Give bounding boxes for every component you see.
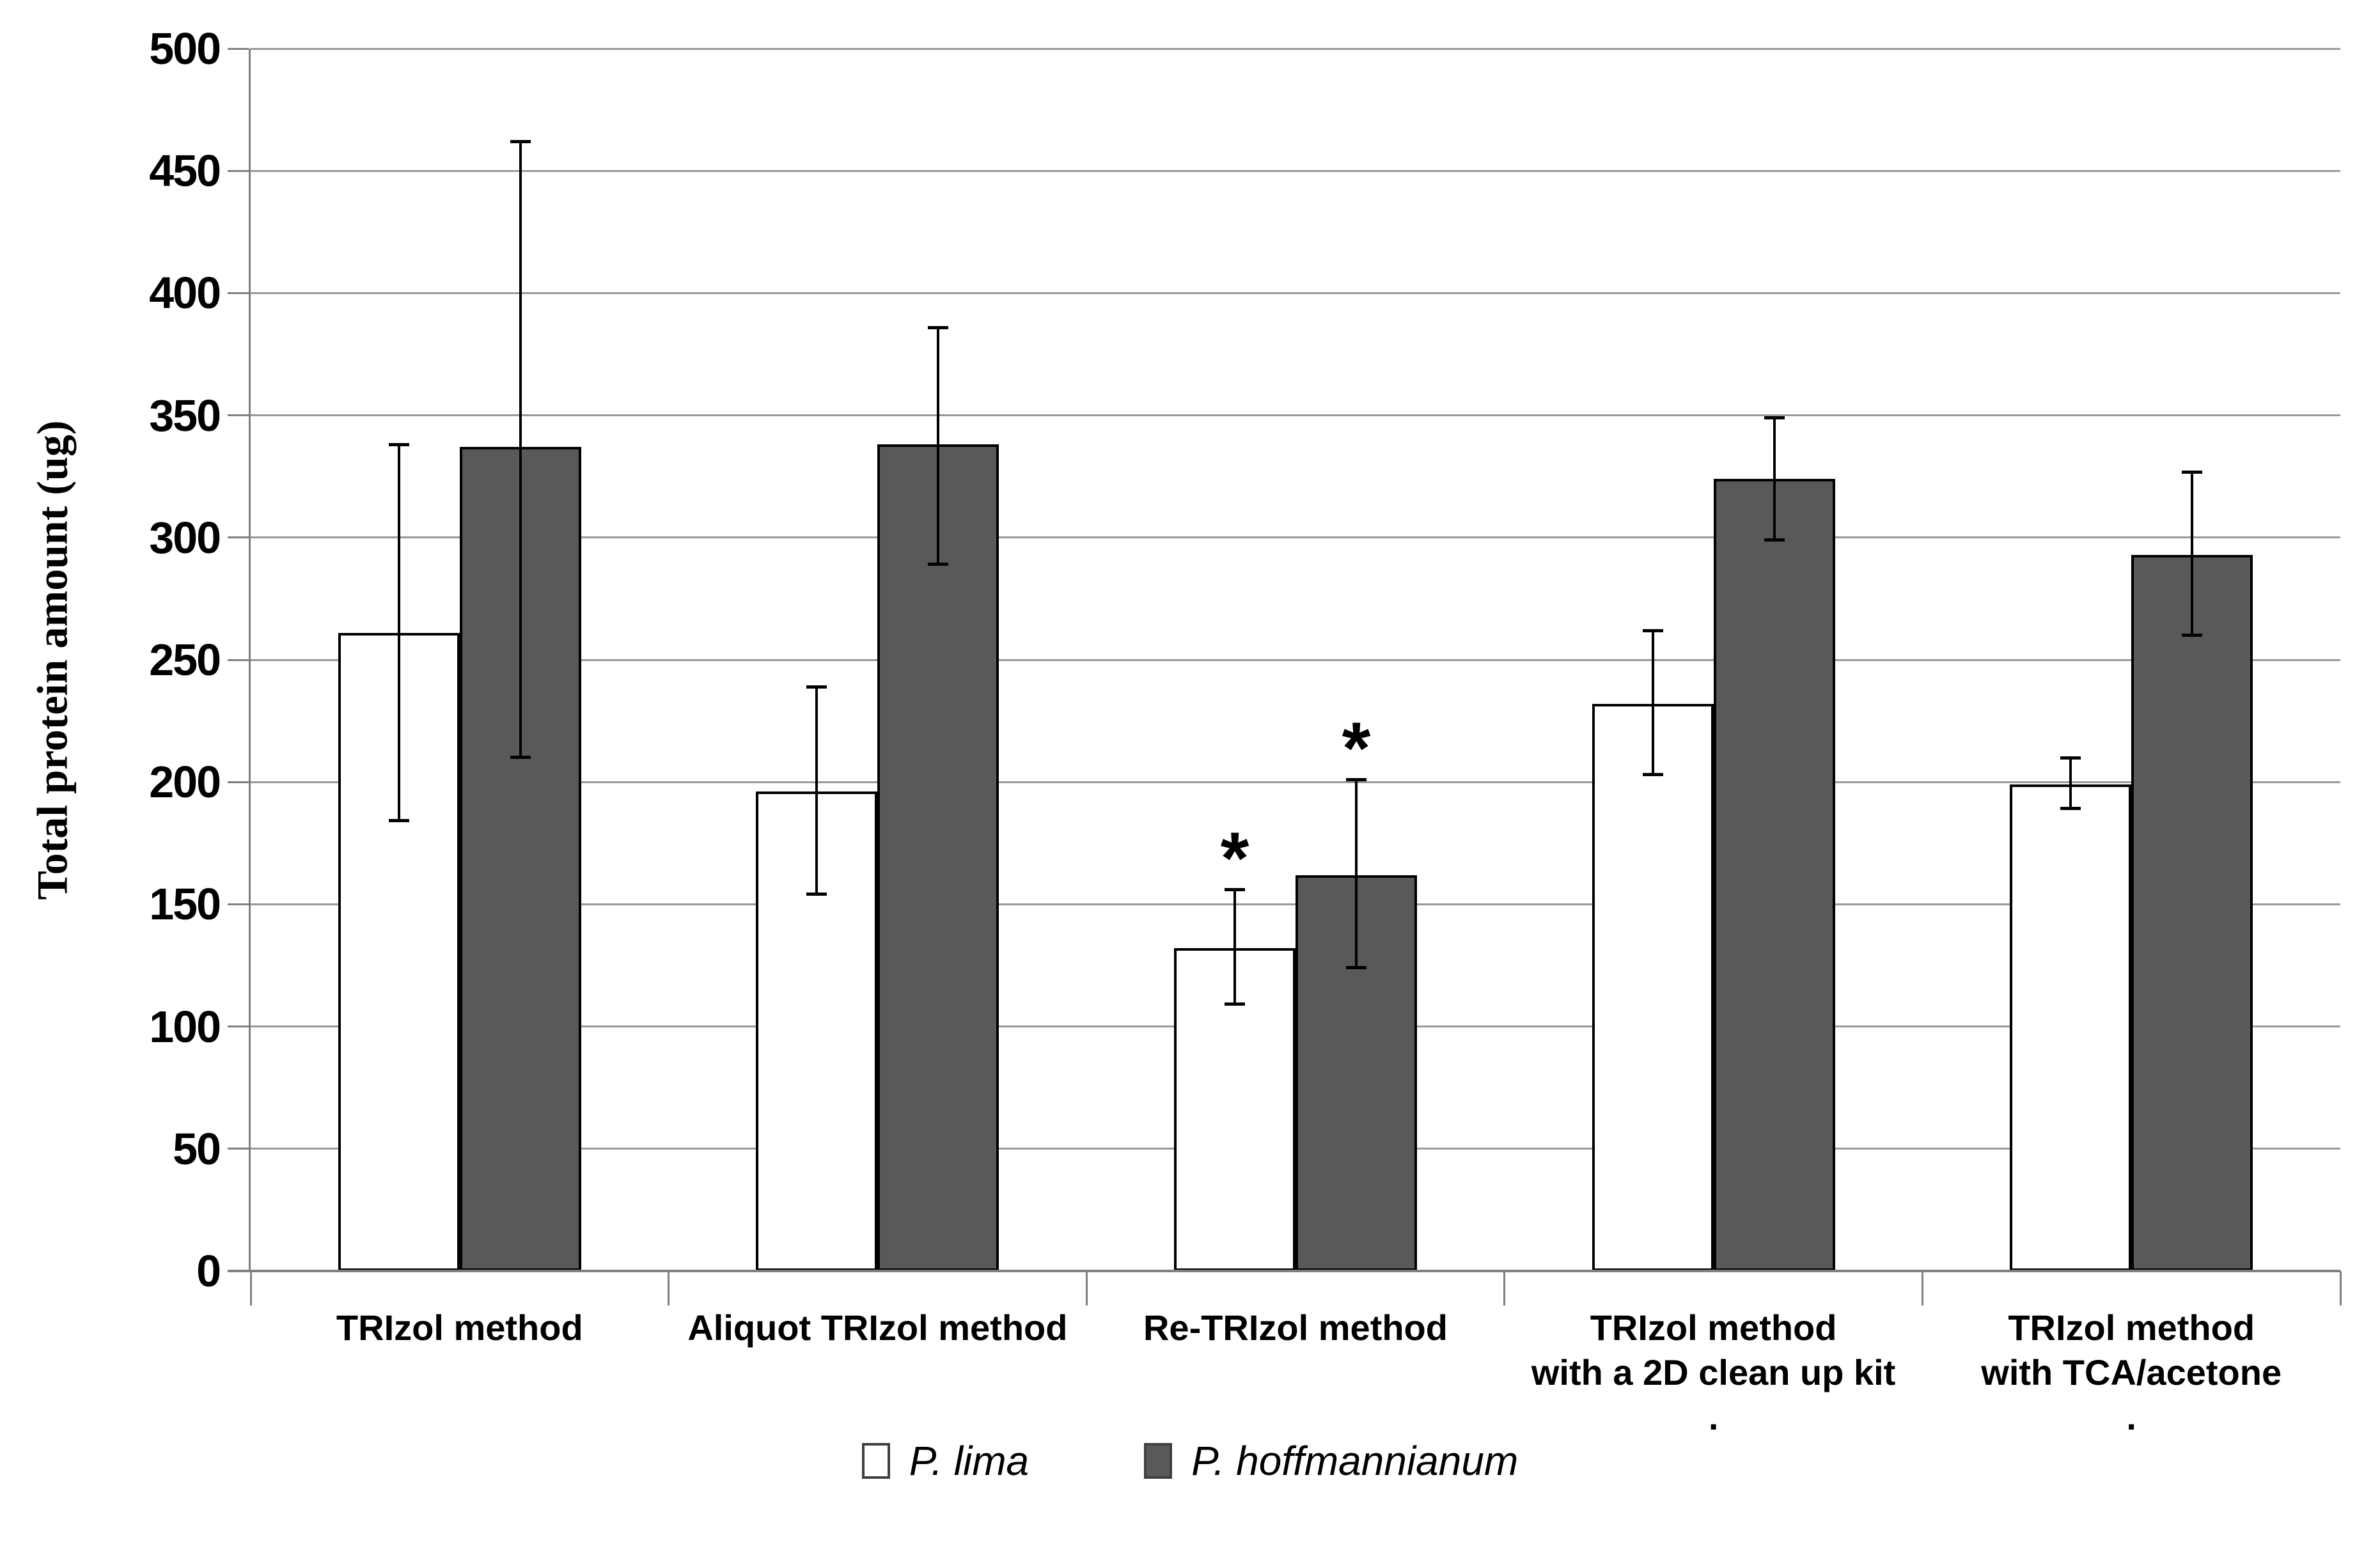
error-bar-line [815,687,818,895]
y-axis-tick [228,414,249,417]
category-label-line: . [2126,1397,2136,1437]
category-label-line: TRIzol method [1590,1307,1837,1348]
y-tick-label: 450 [149,146,221,196]
gridline [251,781,2340,783]
gridline [251,169,2340,172]
category-label-line: with TCA/acetone [1981,1352,2282,1392]
category-label-line: Re-TRIzol method [1143,1307,1448,1348]
legend-item: P. hoffmannianum [1144,1437,1518,1485]
category-label: TRIzol method [251,1306,669,1350]
error-bar-line [397,444,400,822]
y-axis-tick [228,1025,249,1028]
y-axis-tick [228,169,249,172]
legend-item: P. lima [861,1437,1030,1485]
bar-p-lima [1592,703,1714,1271]
y-tick-label: 350 [149,390,221,441]
y-axis-tick [228,903,249,905]
error-bar-line [937,327,940,565]
error-bar-line [1651,630,1654,775]
error-bar-cap-top [2182,470,2203,474]
error-bar-cap-bottom [388,819,409,823]
legend-label: P. lima [909,1438,1030,1484]
error-bar-cap-top [928,325,949,329]
legend-swatch [861,1443,890,1479]
category-label-line: TRIzol method [336,1307,583,1348]
y-tick-label: 100 [149,1001,221,1052]
error-bar-line [1355,779,1358,968]
legend-swatch [1144,1443,1173,1479]
error-bar-cap-top [1346,778,1366,782]
error-bar-line [1233,889,1236,1005]
error-bar-line [1773,417,1776,540]
error-bar-cap-top [1225,888,1245,892]
category-label-line: . [1708,1397,1719,1437]
error-bar-cap-bottom [1346,965,1366,969]
category-label: TRIzol method with a 2D clean up kit. [1505,1306,1923,1440]
y-tick-label: 150 [149,879,221,930]
error-bar-line [2069,757,2072,809]
error-bar-cap-bottom [806,893,827,896]
bar-p-hoffmannianum [877,444,999,1271]
x-axis-tick [1503,1271,1506,1306]
bar-p-lima [2010,784,2132,1271]
error-bar-cap-bottom [2060,807,2081,811]
y-axis-tick [228,781,249,783]
error-bar-cap-top [806,685,827,689]
error-bar-cap-bottom [2182,633,2203,637]
category-label: Aliquot TRIzol method [669,1306,1087,1350]
error-bar-cap-bottom [1642,772,1663,776]
x-axis-tick [668,1271,670,1306]
category-label-line: TRIzol method [2008,1307,2255,1348]
error-bar-cap-top [2060,756,2081,760]
error-bar-cap-top [1642,629,1663,633]
y-tick-label: 500 [149,24,221,74]
gridline [251,414,2340,417]
error-bar-cap-top [388,443,409,447]
y-tick-label: 200 [149,757,221,807]
error-bar-cap-bottom [1764,538,1785,542]
x-axis-line [228,1270,2340,1272]
error-bar-line [519,141,522,758]
x-axis-tick [1921,1271,1923,1306]
legend: P. lima P. hoffmannianum [0,1437,2380,1485]
category-label-line: Aliquot TRIzol method [687,1307,1068,1348]
bar-p-hoffmannianum [1713,479,1835,1271]
significance-asterisk: * [1342,708,1371,790]
y-tick-label: 250 [149,635,221,685]
x-axis-tick [2339,1271,2342,1306]
y-axis-tick [228,47,249,50]
y-tick-label: 0 [196,1246,221,1296]
x-axis-tick [249,1271,252,1306]
legend-label: P. hoffmannianum [1191,1438,1519,1484]
gridline [251,536,2340,539]
gridline [251,292,2340,294]
error-bar-line [2191,471,2194,636]
plot-area: 0 50 100 150 200 250 300 350 400 450 500 * * [149,26,2342,1306]
y-tick-label: 400 [149,268,221,318]
error-bar-cap-bottom [1225,1002,1245,1006]
category-label: TRIzol method with TCA/acetone. [1922,1306,2340,1440]
y-axis-tick [228,292,249,294]
bar-p-hoffmannianum [2131,554,2253,1271]
category-label: Re-TRIzol method [1086,1306,1505,1350]
error-bar-cap-top [510,140,531,144]
y-axis-tick [228,536,249,539]
error-bar-cap-top [1764,416,1785,420]
y-tick-label: 300 [149,512,221,563]
significance-asterisk: * [1220,818,1249,900]
error-bar-cap-bottom [928,562,949,566]
error-bar-cap-bottom [510,755,531,759]
y-axis-tick [228,1148,249,1150]
x-axis-tick [1085,1271,1088,1306]
y-tick-label: 50 [173,1123,221,1174]
category-label-line: with a 2D clean up kit [1531,1352,1896,1392]
gridline [251,47,2340,50]
gridline [251,659,2340,661]
y-axis-tick [228,659,249,661]
